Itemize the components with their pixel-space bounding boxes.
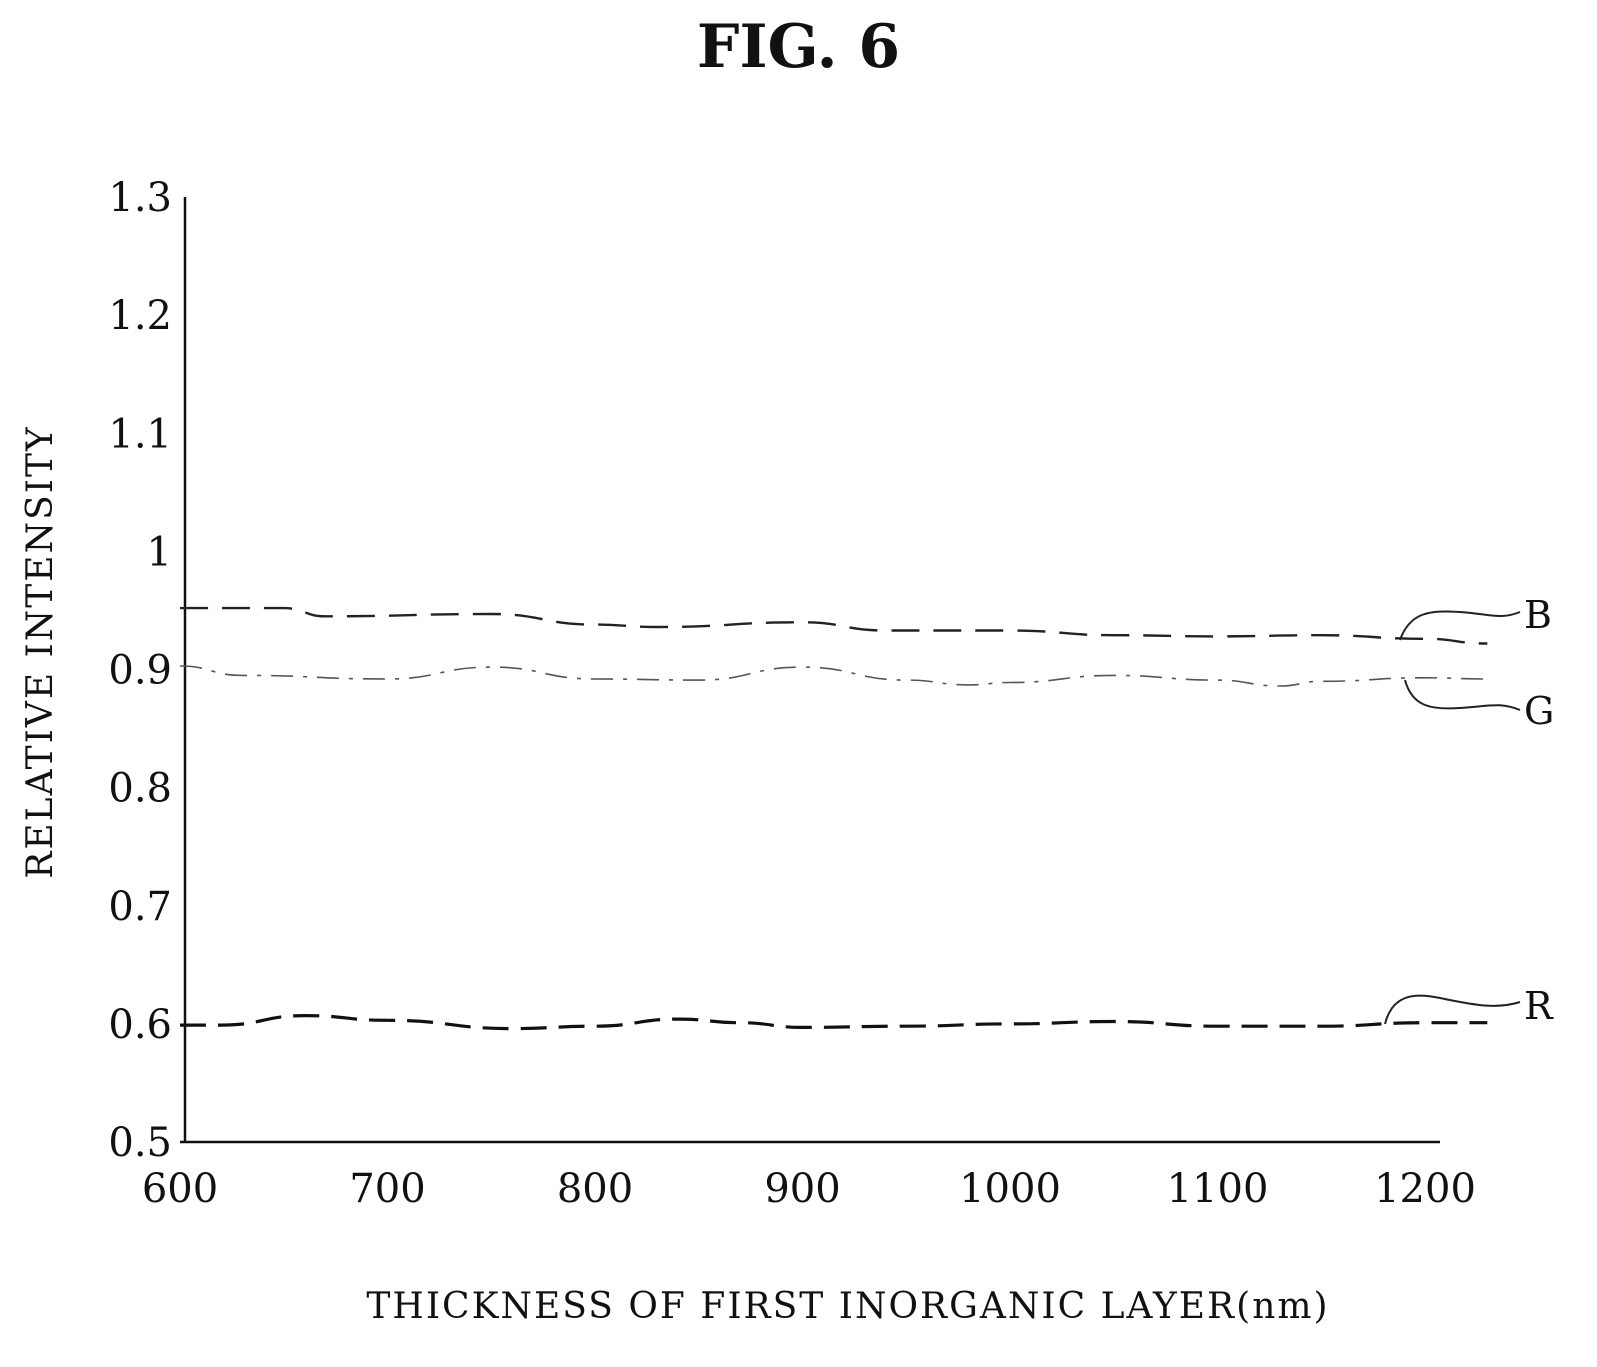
x-tick-label: 1100 [1167,1166,1269,1212]
y-tick-label: 0.9 [108,648,172,694]
series-label-b: B [1524,593,1552,637]
y-tick-label: 0.7 [108,884,172,930]
y-tick-labels: 0.5 0.6 0.7 0.8 0.9 1 1.1 1.2 1.3 [108,175,172,1166]
series-line-b [180,606,1488,645]
y-tick-label: 1.2 [108,293,172,339]
leader-line-b [1399,610,1521,641]
x-tick-label: 600 [142,1166,218,1212]
y-tick-label: 0.5 [108,1120,172,1166]
x-tick-label: 800 [557,1166,633,1212]
x-tick-label: 900 [764,1166,840,1212]
series-label-g: G [1524,689,1554,733]
x-tick-label: 1200 [1374,1166,1476,1212]
figure-title: FIG. 6 [696,12,901,82]
x-tick-label: 1000 [959,1166,1061,1212]
y-tick-label: 0.8 [108,766,172,812]
y-tick-label: 1 [147,529,172,575]
series-lines [179,606,1488,1031]
y-tick-label: 1.3 [108,175,172,221]
y-tick-label: 0.6 [108,1002,172,1048]
series-leaders: B G R [1384,593,1554,1028]
x-tick-labels: 600 700 800 900 1000 1100 1200 [142,1166,1476,1212]
y-tick-label: 1.1 [108,411,172,457]
axes [180,197,1440,1144]
leader-line-r [1384,994,1521,1025]
series-line-r [179,1013,1488,1031]
series-line-g [179,665,1488,687]
leader-line-g [1404,679,1521,711]
x-axis-label: THICKNESS OF FIRST INORGANIC LAYER(nm) [366,1286,1329,1327]
series-label-r: R [1524,984,1554,1028]
y-axis-label: RELATIVE INTENSITY [20,425,61,878]
x-tick-label: 700 [349,1166,425,1212]
